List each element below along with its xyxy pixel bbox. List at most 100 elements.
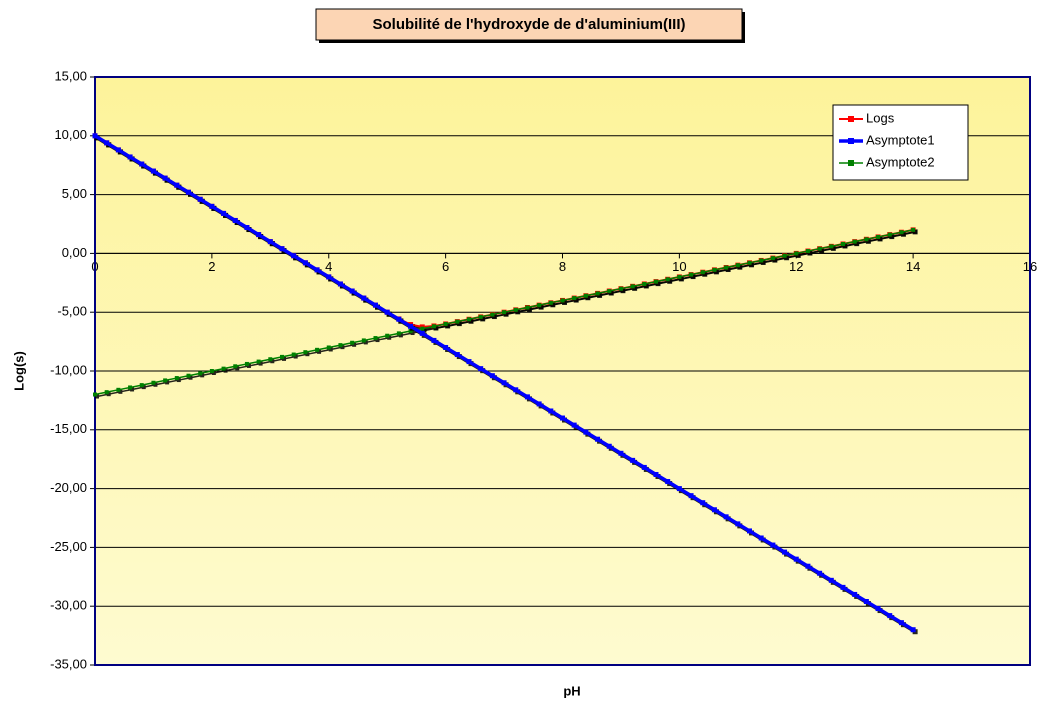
marker <box>548 408 554 414</box>
marker <box>139 161 145 167</box>
marker <box>654 279 658 284</box>
marker <box>688 493 694 499</box>
marker <box>502 310 507 315</box>
x-tick-label: 2 <box>208 259 215 274</box>
marker <box>163 378 168 383</box>
marker <box>805 249 810 254</box>
marker <box>221 210 227 216</box>
marker <box>560 298 565 303</box>
marker <box>337 281 343 287</box>
y-tick-label: -35,00 <box>50 656 87 671</box>
legend-label: Logs <box>866 110 895 125</box>
marker <box>256 232 262 238</box>
marker <box>443 321 448 326</box>
x-tick-label: 4 <box>325 259 332 274</box>
marker <box>455 319 460 324</box>
marker <box>724 265 729 270</box>
marker <box>419 330 425 336</box>
x-tick-label: 14 <box>906 259 920 274</box>
marker <box>93 392 97 397</box>
marker <box>571 422 577 428</box>
legend-marker <box>848 138 854 144</box>
marker <box>314 267 320 273</box>
y-tick-label: -10,00 <box>50 362 87 377</box>
marker <box>139 383 144 388</box>
marker <box>583 429 589 435</box>
legend-marker <box>848 160 854 166</box>
marker <box>653 471 659 477</box>
plot-border <box>94 76 1031 666</box>
marker <box>595 436 601 442</box>
y-tick-label: 10,00 <box>54 127 87 142</box>
legend-label: Asymptote1 <box>866 132 935 147</box>
title-box <box>315 8 743 41</box>
y-tick-label: -25,00 <box>50 539 87 554</box>
marker <box>711 507 717 513</box>
marker <box>291 253 297 259</box>
marker <box>630 284 635 289</box>
marker <box>279 246 285 252</box>
marker <box>524 394 530 400</box>
marker <box>232 217 238 223</box>
marker <box>747 528 752 534</box>
marker <box>478 314 483 319</box>
marker <box>665 479 671 485</box>
marker <box>770 256 775 261</box>
marker <box>115 147 121 153</box>
marker <box>244 361 249 366</box>
marker <box>525 305 530 310</box>
marker <box>606 443 612 449</box>
marker <box>793 556 799 562</box>
marker <box>782 549 788 555</box>
marker <box>828 577 834 583</box>
marker <box>127 154 133 160</box>
marker <box>899 230 904 235</box>
marker <box>735 263 740 268</box>
marker <box>770 542 776 548</box>
marker <box>116 387 121 392</box>
marker <box>478 366 484 372</box>
marker <box>723 514 729 520</box>
marker <box>256 359 261 364</box>
y-tick-label: -15,00 <box>50 421 87 436</box>
marker <box>513 307 518 312</box>
marker <box>758 535 764 541</box>
y-tick-label: -30,00 <box>50 598 87 613</box>
marker <box>911 227 916 232</box>
y-tick-label: 0,00 <box>62 245 87 260</box>
marker <box>338 343 343 348</box>
marker <box>560 415 565 421</box>
marker <box>607 289 612 294</box>
marker <box>583 293 588 298</box>
marker <box>700 270 705 275</box>
marker <box>209 369 214 373</box>
marker <box>829 244 834 249</box>
marker <box>641 464 647 470</box>
marker <box>280 354 284 359</box>
marker <box>618 450 624 456</box>
marker <box>150 168 156 174</box>
marker <box>349 288 355 294</box>
marker <box>536 401 542 407</box>
marker <box>384 309 390 315</box>
marker <box>712 267 717 272</box>
marker <box>186 189 191 195</box>
marker <box>572 296 577 301</box>
marker <box>467 317 471 322</box>
marker <box>174 182 180 188</box>
marker <box>747 260 752 265</box>
marker <box>443 344 449 350</box>
marker <box>268 357 273 362</box>
x-tick-label: 6 <box>442 259 449 274</box>
marker <box>197 196 203 202</box>
marker <box>315 347 320 352</box>
marker <box>302 260 308 266</box>
marker <box>186 373 191 378</box>
marker <box>326 345 331 350</box>
marker <box>689 272 694 277</box>
marker <box>128 385 133 390</box>
y-tick-label: -20,00 <box>50 480 87 495</box>
marker <box>361 338 366 343</box>
marker <box>501 380 507 386</box>
